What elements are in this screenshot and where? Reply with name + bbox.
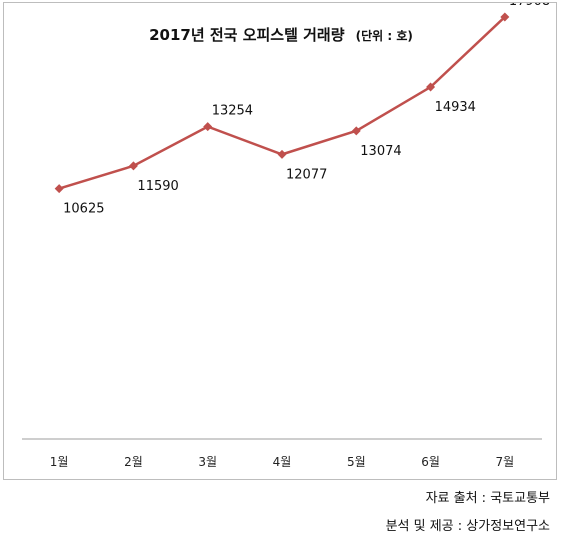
- data-label: 13254: [212, 104, 253, 119]
- data-label: 14934: [435, 100, 476, 115]
- data-label-layer: 10625 11590 13254 12077 13074 14934 17908: [63, 3, 550, 217]
- x-tick-label: 5월: [347, 455, 366, 469]
- x-tick-layer: 1월 2월 3월 4월 5월 6월 7월: [50, 455, 514, 469]
- x-tick-label: 4월: [273, 455, 292, 469]
- data-point-marker: [277, 149, 287, 159]
- data-point-marker: [426, 82, 436, 92]
- data-point-marker: [54, 184, 64, 194]
- line-chart: 2017년 전국 오피스텔 거래량 (단위 : 호) 10625 11590 132…: [22, 3, 550, 469]
- x-tick-label: 7월: [496, 455, 515, 469]
- chart-title: 2017년 전국 오피스텔 거래량: [149, 26, 345, 44]
- data-point-marker: [203, 122, 213, 132]
- x-tick-label: 2월: [124, 455, 143, 469]
- data-point-marker: [128, 161, 138, 171]
- x-tick-label: 1월: [50, 455, 69, 469]
- data-label: 10625: [63, 202, 104, 217]
- data-label: 11590: [137, 179, 178, 194]
- data-label: 13074: [360, 144, 401, 159]
- source-credit: 자료 출처 : 국토교통부: [425, 491, 550, 506]
- chart-title-group: 2017년 전국 오피스텔 거래량 (단위 : 호): [149, 25, 413, 44]
- data-point-marker: [351, 126, 361, 136]
- chart-frame: 2017년 전국 오피스텔 거래량 (단위 : 호) 10625 11590 132…: [3, 2, 557, 480]
- data-label: 12077: [286, 167, 327, 182]
- analysis-credit: 분석 및 제공 : 상가정보연구소: [385, 519, 550, 534]
- chart-unit: (단위 : 호): [356, 28, 413, 43]
- data-label: 17908: [509, 3, 550, 9]
- x-tick-label: 6월: [421, 455, 440, 469]
- x-tick-label: 3월: [198, 455, 217, 469]
- series-layer: [54, 12, 510, 194]
- data-point-marker: [500, 12, 510, 22]
